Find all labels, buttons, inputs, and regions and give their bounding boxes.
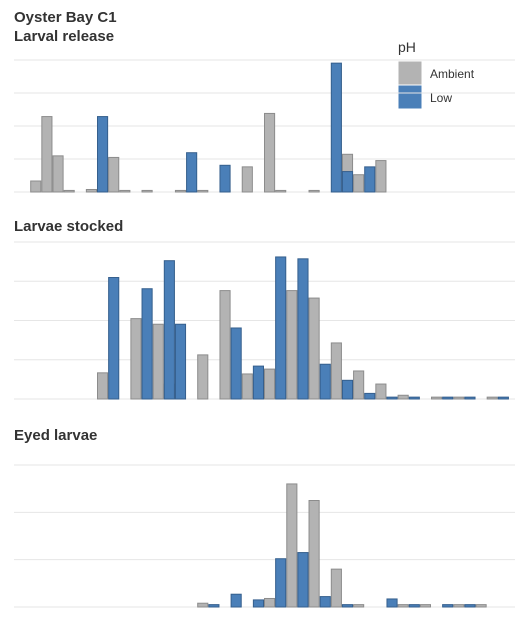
- bar-ambient: [108, 156, 120, 193]
- bar-low: [108, 277, 120, 400]
- bar-low: [341, 604, 354, 608]
- bar-low: [163, 260, 175, 400]
- bar-ambient: [97, 372, 109, 400]
- bar-ambient: [85, 188, 98, 193]
- bar-low: [464, 604, 476, 608]
- bar-ambient: [353, 174, 365, 193]
- bar-low: [141, 288, 153, 400]
- bar-low: [230, 327, 242, 400]
- bar-ambient: [197, 354, 209, 400]
- bar-low: [364, 392, 376, 400]
- bar-ambient: [353, 370, 365, 400]
- bar-low: [408, 604, 420, 608]
- bar-ambient: [375, 160, 387, 193]
- bar-ambient: [453, 604, 465, 608]
- bar-low: [297, 552, 309, 608]
- bar-ambient: [41, 116, 53, 193]
- legend-swatch-ambient: [397, 60, 423, 86]
- panel-eyed-larvae: Eyed larvae: [14, 427, 515, 608]
- bar-low: [275, 558, 287, 608]
- figure-title: Oyster Bay C1: [14, 9, 117, 26]
- panel-larval-release: Larval release: [14, 28, 515, 193]
- bar-low: [208, 604, 220, 608]
- bar-ambient: [141, 189, 153, 193]
- bar-ambient: [330, 568, 342, 608]
- bar-low: [497, 396, 509, 400]
- bar-low: [252, 365, 264, 400]
- bar-low: [341, 379, 354, 400]
- bar-low: [219, 164, 231, 193]
- bar-low: [386, 598, 398, 608]
- bar-ambient: [264, 368, 276, 400]
- bar-low: [297, 258, 309, 400]
- bar-low: [442, 604, 454, 608]
- bar-ambient: [431, 396, 443, 400]
- bar-ambient: [241, 166, 253, 193]
- bar-ambient: [264, 112, 276, 193]
- bar-low: [319, 363, 331, 400]
- bar-low: [364, 166, 376, 193]
- bar-ambient: [486, 396, 498, 400]
- bar-low: [230, 593, 242, 608]
- bar-low: [319, 596, 331, 608]
- chart-panels: Larval release Larvae stocked Eyed larvae: [14, 28, 515, 608]
- bar-ambient: [330, 342, 342, 400]
- bar-ambient: [119, 189, 131, 193]
- bar-low: [330, 62, 342, 193]
- bar-ambient: [264, 597, 276, 608]
- bar-low: [186, 152, 198, 193]
- panel-title: Eyed larvae: [14, 427, 97, 444]
- bar-ambient: [152, 323, 164, 400]
- bar-low: [275, 256, 287, 400]
- panel-title: Larvae stocked: [14, 218, 123, 235]
- bar-low: [442, 396, 454, 400]
- bar-low: [174, 323, 187, 400]
- bar-ambient: [397, 394, 409, 400]
- bar-ambient: [30, 180, 42, 193]
- bar-low: [341, 171, 354, 193]
- bar-ambient: [219, 290, 231, 400]
- panel-title: Larval release: [14, 28, 114, 45]
- bar-ambient: [353, 604, 365, 608]
- bar-ambient: [130, 318, 142, 400]
- panel-larvae-stocked: Larvae stocked: [14, 218, 515, 400]
- bar-ambient: [52, 155, 64, 193]
- bar-ambient: [286, 483, 298, 608]
- bar-low: [464, 396, 476, 400]
- bar-low: [252, 599, 264, 608]
- bar-ambient: [174, 189, 187, 193]
- legend-label-ambient: Ambient: [430, 67, 475, 81]
- bar-ambient: [475, 604, 487, 608]
- bar-ambient: [197, 189, 209, 193]
- bar-ambient: [197, 602, 209, 608]
- bar-ambient: [419, 604, 431, 608]
- bar-ambient: [375, 383, 387, 400]
- legend-label-low: Low: [430, 91, 452, 105]
- bar-ambient: [308, 297, 320, 400]
- bar-ambient: [308, 189, 320, 193]
- bar-ambient: [63, 189, 75, 193]
- bar-ambient: [308, 500, 320, 608]
- bar-ambient: [286, 290, 298, 400]
- bar-low: [408, 396, 420, 400]
- bar-low: [97, 116, 109, 193]
- bar-ambient: [241, 373, 253, 400]
- bar-ambient: [453, 396, 465, 400]
- bar-ambient: [275, 189, 287, 193]
- legend-title: pH: [398, 39, 416, 55]
- bar-ambient: [397, 604, 409, 608]
- legend: pH Ambient Low: [397, 39, 475, 110]
- legend-swatch-low: [397, 84, 423, 110]
- bar-low: [386, 396, 398, 400]
